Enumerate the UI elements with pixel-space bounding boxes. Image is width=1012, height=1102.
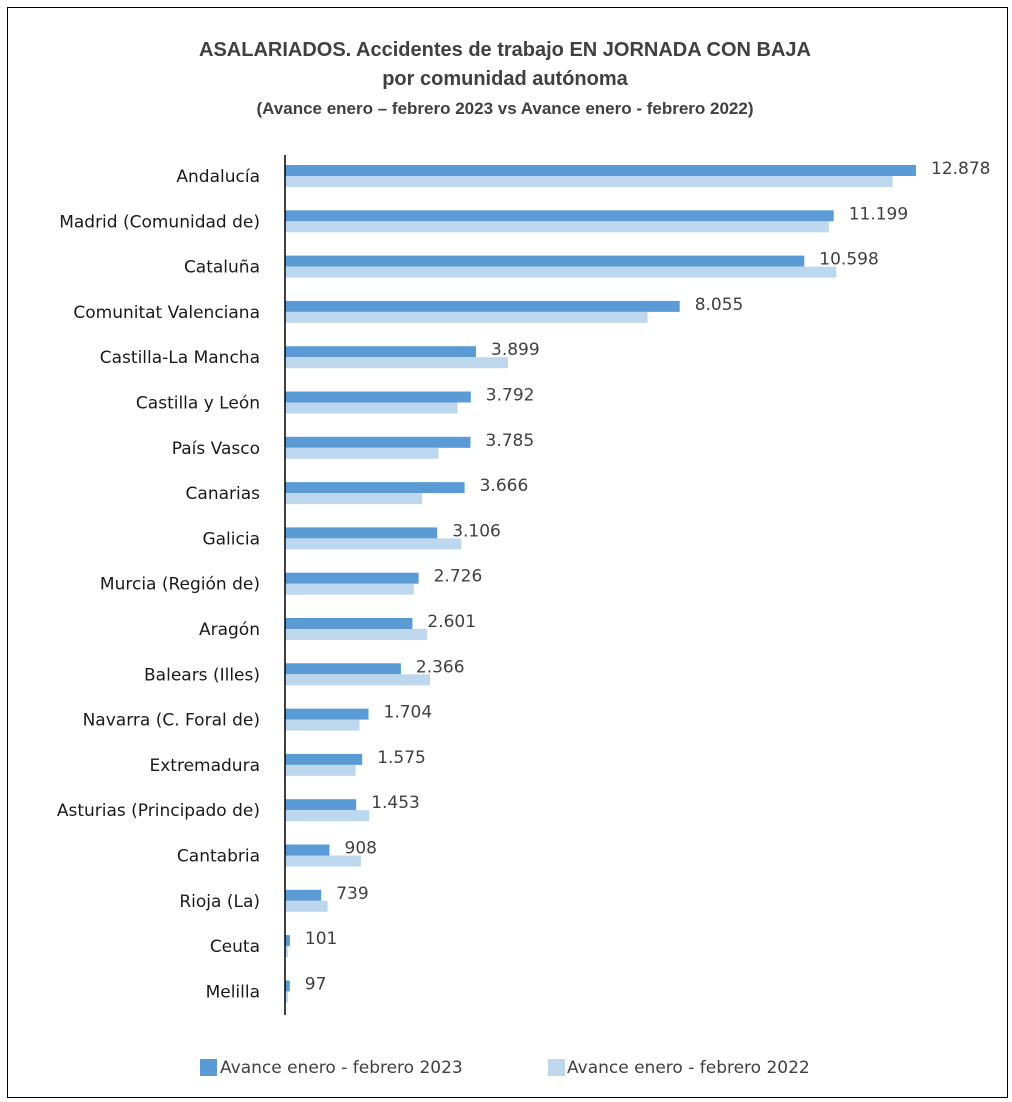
bar-2023 bbox=[285, 889, 322, 901]
value-label: 2.726 bbox=[434, 567, 483, 587]
value-label: 11.199 bbox=[849, 204, 908, 224]
category-label: Extremadura bbox=[150, 756, 261, 776]
bar-2022 bbox=[285, 900, 328, 912]
bar-2022 bbox=[285, 311, 648, 323]
bar-2022 bbox=[285, 357, 508, 369]
legend-label-2023: Avance enero - febrero 2023 bbox=[220, 1058, 463, 1078]
bar-2022 bbox=[285, 402, 458, 414]
chart-frame bbox=[7, 7, 1008, 1098]
value-labels-group: 12.878 11.199 10.598 8.055 3.899 3.792 3.785 3.… bbox=[305, 159, 991, 994]
bar-2022 bbox=[285, 946, 288, 958]
category-label: Melilla bbox=[206, 982, 260, 1002]
bar-2023 bbox=[285, 844, 330, 856]
category-label: Comunitat Valenciana bbox=[73, 303, 260, 323]
bar-2023 bbox=[285, 527, 438, 539]
bar-2022 bbox=[285, 810, 370, 822]
bar-2022 bbox=[285, 266, 837, 278]
category-label: País Vasco bbox=[172, 439, 260, 459]
category-label: Asturias (Principado de) bbox=[57, 801, 260, 821]
value-label: 2.601 bbox=[427, 612, 476, 632]
bars-group bbox=[285, 165, 916, 1003]
category-label: Galicia bbox=[202, 529, 260, 549]
category-labels-group: Andalucía Madrid (Comunidad de) Cataluña Co… bbox=[57, 167, 260, 1002]
category-label: Aragón bbox=[199, 620, 260, 640]
bar-2023 bbox=[285, 618, 413, 629]
bar-2022 bbox=[285, 221, 829, 233]
value-label: 3.666 bbox=[480, 476, 529, 496]
legend: Avance enero - febrero 2023 Avance enero… bbox=[200, 1058, 810, 1078]
category-label: Cantabria bbox=[177, 847, 260, 867]
bar-2023 bbox=[285, 482, 465, 494]
bar-2022 bbox=[285, 855, 361, 867]
bar-2023 bbox=[285, 935, 290, 947]
bar-2023 bbox=[285, 799, 357, 811]
bar-2022 bbox=[285, 991, 288, 1003]
legend-swatch-2023 bbox=[200, 1059, 217, 1076]
chart-subtitle-period: (Avance enero – febrero 2023 vs Avance e… bbox=[256, 99, 753, 118]
chart-subtitle: por comunidad autónoma bbox=[382, 68, 628, 90]
value-label: 2.366 bbox=[416, 657, 465, 677]
value-label: 3.792 bbox=[486, 386, 535, 406]
category-label: Ceuta bbox=[210, 937, 260, 957]
value-label: 12.878 bbox=[931, 159, 990, 179]
bar-2023 bbox=[285, 436, 471, 448]
bar-2023 bbox=[285, 753, 363, 765]
bar-2022 bbox=[285, 176, 893, 187]
bar-2023 bbox=[285, 210, 834, 222]
bar-2022 bbox=[285, 674, 430, 686]
chart-title: ASALARIADOS. Accidentes de trabajo EN JO… bbox=[199, 39, 811, 61]
bar-2023 bbox=[285, 708, 369, 720]
bar-2022 bbox=[285, 719, 360, 731]
legend-swatch-2022 bbox=[548, 1059, 565, 1076]
bar-2023 bbox=[285, 572, 419, 584]
value-label: 101 bbox=[305, 929, 337, 949]
category-label: Canarias bbox=[186, 484, 261, 504]
value-label: 3.106 bbox=[452, 521, 501, 541]
legend-label-2022: Avance enero - febrero 2022 bbox=[567, 1058, 810, 1078]
bar-2023 bbox=[285, 165, 916, 176]
bar-2023 bbox=[285, 391, 471, 403]
bar-2023 bbox=[285, 980, 290, 992]
bar-2022 bbox=[285, 538, 462, 550]
category-label: Andalucía bbox=[176, 167, 260, 187]
value-label: 1.704 bbox=[384, 703, 433, 723]
bar-2022 bbox=[285, 493, 423, 505]
bar-2022 bbox=[285, 764, 356, 776]
category-label: Cataluña bbox=[184, 258, 260, 278]
value-label: 10.598 bbox=[819, 250, 878, 270]
value-label: 8.055 bbox=[695, 295, 744, 315]
category-label: Rioja (La) bbox=[179, 892, 260, 912]
value-label: 1.575 bbox=[377, 748, 426, 768]
category-label: Madrid (Comunidad de) bbox=[59, 212, 260, 232]
bar-2022 bbox=[285, 583, 414, 595]
bar-2023 bbox=[285, 255, 805, 267]
category-label: Castilla-La Mancha bbox=[100, 348, 260, 368]
category-label: Navarra (C. Foral de) bbox=[83, 711, 260, 731]
bar-2023 bbox=[285, 300, 680, 312]
category-label: Murcia (Región de) bbox=[100, 575, 260, 595]
bar-2023 bbox=[285, 346, 476, 358]
value-label: 739 bbox=[336, 884, 368, 904]
bar-2022 bbox=[285, 629, 428, 640]
value-label: 908 bbox=[345, 839, 377, 859]
value-label: 3.899 bbox=[491, 340, 540, 360]
category-label: Castilla y León bbox=[136, 394, 260, 414]
value-label: 97 bbox=[305, 974, 327, 994]
bar-2023 bbox=[285, 663, 401, 675]
value-label: 3.785 bbox=[486, 431, 535, 451]
category-label: Balears (Illes) bbox=[144, 665, 260, 685]
value-label: 1.453 bbox=[371, 793, 420, 813]
bar-2022 bbox=[285, 447, 439, 459]
